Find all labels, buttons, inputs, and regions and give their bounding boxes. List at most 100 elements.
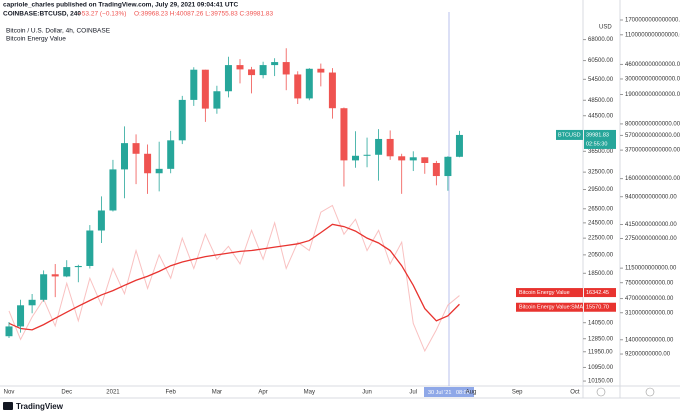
brand: TradingView <box>16 402 64 411</box>
y-tick-label: 20500.00 <box>588 252 614 258</box>
y-tick-label: 14050.00 <box>588 320 614 326</box>
candle-body <box>340 108 348 161</box>
y-tick-label: 32500.00 <box>588 170 614 176</box>
candle-body <box>282 62 290 75</box>
candle-body <box>201 69 209 109</box>
x-tick-label: May <box>304 390 315 396</box>
candle-body <box>352 155 359 161</box>
y2-tick-label: 1700000000000000.00 <box>625 18 680 24</box>
crosshair-time: 08:00 <box>456 390 470 396</box>
y2-tick-label: 310000000000.00 <box>625 310 674 316</box>
y2-tick-label: 190000000000000.00 <box>625 92 680 98</box>
candle-body <box>109 169 117 211</box>
candle-body <box>248 69 256 76</box>
candle-body <box>132 143 140 154</box>
x-tick-label: Apr <box>258 390 267 396</box>
candle-body <box>294 74 302 99</box>
y2-tick-label: 16000000000000.00 <box>625 176 680 182</box>
candle-body <box>144 153 152 174</box>
candle-body <box>121 143 128 170</box>
last-price: 39981.83 <box>586 132 609 138</box>
candle-body <box>86 230 94 266</box>
y-tick-label: 26500.00 <box>588 206 614 212</box>
x-tick-label: Dec <box>61 390 72 396</box>
series-tag: Bitcoin Energy Value:SMA <box>519 305 583 311</box>
x-tick-label: Jun <box>362 390 372 396</box>
y2-tick-label: 4150000000000.00 <box>625 222 677 228</box>
y-tick-label: 54500.00 <box>588 77 614 83</box>
y2-tick-label: 300000000000000.00 <box>625 77 680 83</box>
x-tick-label: Aug <box>466 390 477 396</box>
y-tick-label: 10950.00 <box>588 365 614 371</box>
candle-body <box>236 65 244 70</box>
candle-body <box>155 168 163 174</box>
last-price-box <box>584 129 616 149</box>
brand-logo <box>3 402 13 410</box>
y2-tick-label: 80000000000000.00 <box>625 121 680 127</box>
axis-button[interactable] <box>596 387 606 397</box>
y2-tick-label: 140000000000.00 <box>625 337 674 343</box>
candle-body <box>444 156 452 177</box>
y-tick-label: 68000.00 <box>588 37 614 43</box>
y2-tick-label: 460000000000000.00 <box>625 62 680 68</box>
y-tick-label: 18500.00 <box>588 271 614 277</box>
series-tag: Bitcoin Energy Value <box>519 290 570 296</box>
x-tick-label: 2021 <box>106 390 120 396</box>
y-tick-label: 48500.00 <box>588 98 614 104</box>
y-tick-label: 29500.00 <box>588 187 614 193</box>
crosshair-date: 30 Jul '21 <box>428 390 451 396</box>
candle-body <box>17 305 25 327</box>
y-tick-label: 22500.00 <box>588 236 614 242</box>
symbol-tag: BTCUSD <box>558 132 581 138</box>
crosshair-date-box <box>424 387 474 397</box>
y-tick-label: 12850.00 <box>588 336 614 342</box>
y-tick-label: 44500.00 <box>588 113 614 119</box>
series-line <box>8 223 460 331</box>
y2-tick-label: 2750000000000.00 <box>625 236 677 242</box>
y2-tick-label: 92000000000.00 <box>625 352 671 358</box>
candle-body <box>271 62 279 66</box>
series-value-box <box>584 302 616 312</box>
x-tick-label: Sep <box>512 390 523 396</box>
axis-button[interactable] <box>645 387 655 397</box>
candle-body <box>213 91 221 109</box>
y-tick-label: 10150.00 <box>588 379 614 385</box>
x-tick-label: Oct <box>570 390 580 396</box>
candle-body <box>398 156 406 161</box>
y2-tick-label: 750000000000.00 <box>625 280 674 286</box>
series-value-box <box>584 288 616 298</box>
y-tick-label: 60500.00 <box>588 58 614 64</box>
legend-indicator: Bitcoin Energy Value <box>6 36 66 43</box>
candle-body <box>190 69 198 100</box>
ohlc: O:39968.23 H:40087.26 L:39755.83 C:39981… <box>134 11 274 18</box>
y-tick-label: 11950.00 <box>588 349 613 355</box>
change: −53.27 (−0.13%) <box>78 11 126 18</box>
series-value: 15570.70 <box>586 305 609 311</box>
y2-tick-label: 1150000000000.00 <box>625 266 677 272</box>
candle-body <box>259 65 267 76</box>
series-value: 16342.45 <box>586 290 609 296</box>
candle-body <box>421 157 429 163</box>
y2-tick-label: 37000000000000.00 <box>625 148 680 154</box>
candle-body <box>167 140 175 169</box>
series-tag-box <box>516 288 583 298</box>
currency: USD <box>599 25 612 31</box>
x-tick-label: Jul <box>409 390 417 396</box>
candle-body <box>363 154 371 156</box>
legend-title: Bitcoin / U.S. Dollar, 4h, COINBASE <box>6 28 111 35</box>
candle-body <box>97 210 105 231</box>
candle-body <box>317 68 325 73</box>
symbol-tag-box <box>556 129 583 140</box>
countdown: 02:55:30 <box>586 141 607 147</box>
candle-body <box>432 162 440 177</box>
candle-body <box>5 326 13 337</box>
y2-tick-label: 470000000000.00 <box>625 296 674 302</box>
published-line: capriole_charles published on TradingVie… <box>3 2 238 9</box>
candle-body <box>28 299 36 306</box>
candle-body <box>328 72 336 109</box>
series-tag-box <box>516 302 583 312</box>
y-tick-label: 36500.00 <box>588 149 614 155</box>
x-tick-label: Nov <box>4 390 15 396</box>
